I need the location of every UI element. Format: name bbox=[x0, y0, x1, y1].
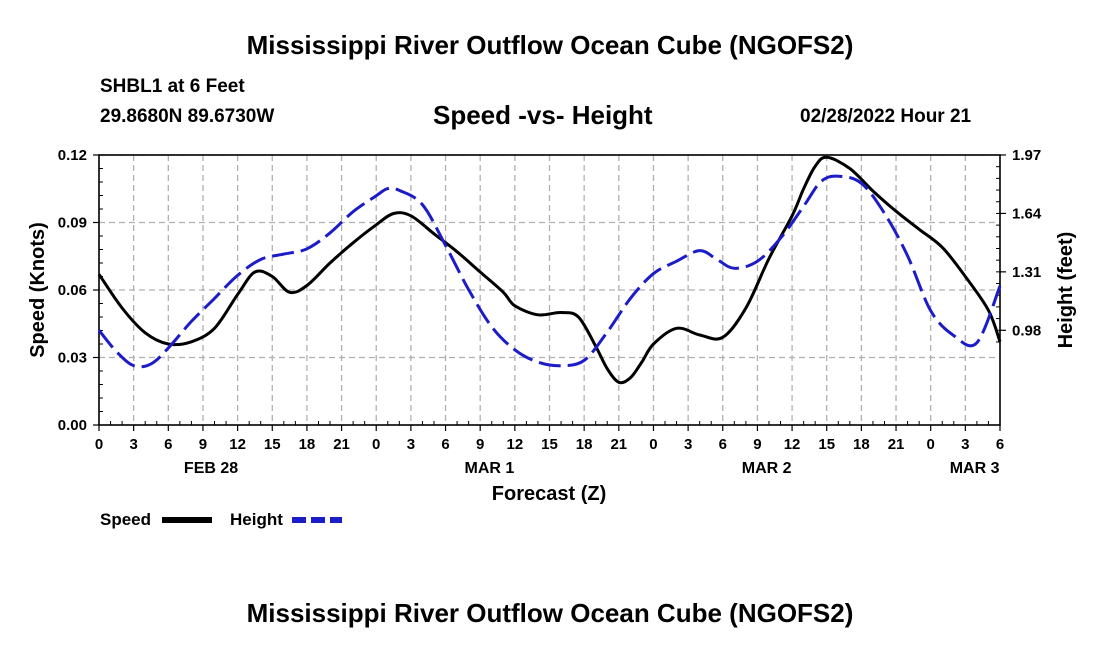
x-tick-label: 9 bbox=[476, 436, 484, 453]
grid-layer bbox=[99, 154, 1000, 425]
x-tick-label: 0 bbox=[927, 436, 935, 453]
date-label: FEB 28 bbox=[184, 460, 238, 477]
series-layer bbox=[97, 155, 1002, 385]
y2-tick-label: 0.98 bbox=[1012, 322, 1041, 339]
station-coordinates: 29.8680N 89.6730W bbox=[100, 106, 275, 127]
x-tick-label: 15 bbox=[264, 436, 281, 453]
x-tick-label: 18 bbox=[299, 436, 316, 453]
x-tick-label: 15 bbox=[818, 436, 835, 453]
label-layer: 0 3 6 9 12 15 18 21 0 3 6 9 12 15 18 21 0 3 6 9 12 15 18 21 0 3 6F… bbox=[58, 147, 1042, 477]
x-tick-label: 12 bbox=[507, 436, 524, 453]
x-tick-label: 0 bbox=[649, 436, 657, 453]
x-axis-title: Forecast (Z) bbox=[492, 483, 606, 505]
x-tick-label: 18 bbox=[576, 436, 593, 453]
x-tick-label: 21 bbox=[333, 436, 350, 453]
station-label: SHBL1 at 6 Feet bbox=[100, 76, 245, 97]
date-label: MAR 2 bbox=[742, 460, 792, 477]
y-axis-title: Speed (Knots) bbox=[27, 222, 49, 358]
x-tick-label: 9 bbox=[753, 436, 761, 453]
y2-axis-title: Height (feet) bbox=[1055, 232, 1077, 349]
y2-tick-label: 1.31 bbox=[1012, 264, 1041, 281]
x-tick-label: 18 bbox=[853, 436, 870, 453]
x-tick-label: 9 bbox=[199, 436, 207, 453]
x-tick-label: 6 bbox=[164, 436, 172, 453]
y-tick-label: 0.06 bbox=[58, 282, 87, 299]
y-tick-label: 0.00 bbox=[58, 417, 87, 434]
y-tick-label: 0.03 bbox=[58, 350, 87, 367]
x-tick-label: 0 bbox=[372, 436, 380, 453]
legend-height-label: Height bbox=[230, 510, 283, 529]
y-tick-label: 0.09 bbox=[58, 215, 87, 232]
y2-tick-label: 1.64 bbox=[1012, 205, 1042, 222]
x-tick-label: 3 bbox=[684, 436, 692, 453]
date-label: MAR 3 bbox=[950, 460, 1000, 477]
x-tick-label: 15 bbox=[541, 436, 558, 453]
x-tick-label: 3 bbox=[407, 436, 415, 453]
y2-tick-label: 1.97 bbox=[1012, 147, 1041, 164]
x-tick-label: 6 bbox=[996, 436, 1004, 453]
x-tick-label: 12 bbox=[229, 436, 246, 453]
legend: Speed Height bbox=[100, 510, 342, 529]
legend-speed-label: Speed bbox=[100, 510, 151, 529]
x-tick-label: 3 bbox=[961, 436, 969, 453]
y-tick-label: 0.12 bbox=[58, 147, 87, 164]
height-series-line bbox=[97, 174, 1002, 369]
x-tick-label: 21 bbox=[610, 436, 627, 453]
chart-subtitle: Speed -vs- Height bbox=[433, 100, 653, 130]
forecast-timestamp: 02/28/2022 Hour 21 bbox=[800, 106, 972, 127]
x-tick-label: 0 bbox=[95, 436, 103, 453]
speed-series-line bbox=[97, 155, 1002, 385]
x-tick-label: 6 bbox=[719, 436, 727, 453]
x-tick-label: 21 bbox=[888, 436, 905, 453]
x-tick-label: 6 bbox=[441, 436, 449, 453]
date-label: MAR 1 bbox=[465, 460, 515, 477]
x-tick-label: 3 bbox=[129, 436, 137, 453]
tick-layer bbox=[93, 154, 1006, 431]
chart-footer-title: Mississippi River Outflow Ocean Cube (NG… bbox=[246, 598, 854, 628]
x-tick-label: 12 bbox=[784, 436, 801, 453]
speed-height-chart: 0 3 6 9 12 15 18 21 0 3 6 9 12 15 18 21 0 3 6 9 12 15 18 21 0 3 6F… bbox=[27, 147, 1077, 529]
chart-main-title: Mississippi River Outflow Ocean Cube (NG… bbox=[246, 30, 854, 60]
